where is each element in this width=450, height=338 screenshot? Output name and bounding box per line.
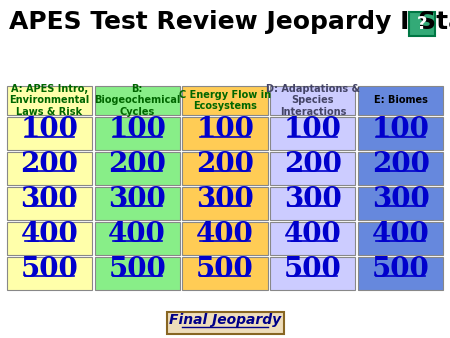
Text: D: Adaptations &
Species
Interactions: D: Adaptations & Species Interactions <box>266 84 360 117</box>
FancyBboxPatch shape <box>182 118 268 150</box>
Text: 400: 400 <box>372 221 430 248</box>
FancyBboxPatch shape <box>270 118 356 150</box>
Text: C Energy Flow in
Ecosystems: C Energy Flow in Ecosystems <box>179 90 271 111</box>
FancyBboxPatch shape <box>358 257 443 290</box>
FancyBboxPatch shape <box>182 86 268 116</box>
Text: 400: 400 <box>284 221 342 248</box>
FancyBboxPatch shape <box>270 257 356 290</box>
Text: 100: 100 <box>284 116 342 143</box>
Text: 400: 400 <box>108 221 166 248</box>
FancyBboxPatch shape <box>270 187 356 220</box>
Text: 200: 200 <box>196 151 254 178</box>
Text: 200: 200 <box>284 151 342 178</box>
FancyBboxPatch shape <box>7 222 92 255</box>
FancyBboxPatch shape <box>182 152 268 185</box>
FancyBboxPatch shape <box>358 152 443 185</box>
FancyBboxPatch shape <box>94 187 180 220</box>
FancyBboxPatch shape <box>7 118 92 150</box>
Text: Final Jeopardy: Final Jeopardy <box>169 313 281 327</box>
FancyBboxPatch shape <box>358 187 443 220</box>
Text: 100: 100 <box>20 116 78 143</box>
Text: 300: 300 <box>108 186 166 213</box>
FancyBboxPatch shape <box>94 222 180 255</box>
FancyBboxPatch shape <box>182 187 268 220</box>
FancyBboxPatch shape <box>94 86 180 116</box>
FancyBboxPatch shape <box>270 86 356 116</box>
Text: APES Test Review Jeopardy I Stage: APES Test Review Jeopardy I Stage <box>9 10 450 34</box>
FancyBboxPatch shape <box>94 118 180 150</box>
FancyBboxPatch shape <box>182 257 268 290</box>
FancyBboxPatch shape <box>358 222 443 255</box>
Text: E: Biomes: E: Biomes <box>374 95 428 105</box>
Text: 300: 300 <box>196 186 254 213</box>
Text: 500: 500 <box>196 256 254 283</box>
Text: A: APES Intro,
Environmental
Laws & Risk: A: APES Intro, Environmental Laws & Risk <box>9 84 90 117</box>
Text: 200: 200 <box>108 151 166 178</box>
FancyBboxPatch shape <box>7 152 92 185</box>
FancyBboxPatch shape <box>7 187 92 220</box>
FancyBboxPatch shape <box>358 118 443 150</box>
Text: 400: 400 <box>20 221 78 248</box>
FancyBboxPatch shape <box>270 222 356 255</box>
Text: 500: 500 <box>372 256 430 283</box>
Text: 200: 200 <box>372 151 430 178</box>
FancyBboxPatch shape <box>358 86 443 116</box>
Text: ?: ? <box>416 15 427 33</box>
Text: 100: 100 <box>372 116 430 143</box>
Text: B:
Biogeochemical
Cycles: B: Biogeochemical Cycles <box>94 84 180 117</box>
Text: 100: 100 <box>196 116 254 143</box>
Text: 500: 500 <box>20 256 78 283</box>
Text: 100: 100 <box>108 116 166 143</box>
Text: 500: 500 <box>284 256 342 283</box>
FancyBboxPatch shape <box>7 257 92 290</box>
FancyBboxPatch shape <box>94 152 180 185</box>
Text: 300: 300 <box>372 186 430 213</box>
FancyBboxPatch shape <box>182 222 268 255</box>
FancyBboxPatch shape <box>7 86 92 116</box>
Text: 400: 400 <box>196 221 254 248</box>
FancyBboxPatch shape <box>409 12 435 36</box>
Text: 500: 500 <box>108 256 166 283</box>
FancyBboxPatch shape <box>270 152 356 185</box>
Text: 200: 200 <box>20 151 78 178</box>
FancyBboxPatch shape <box>94 257 180 290</box>
FancyBboxPatch shape <box>166 312 284 334</box>
Text: 300: 300 <box>284 186 342 213</box>
Text: 300: 300 <box>20 186 78 213</box>
